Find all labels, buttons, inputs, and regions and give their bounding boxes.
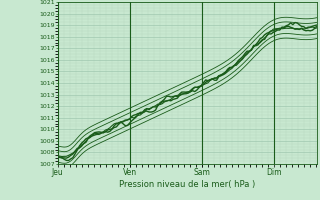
X-axis label: Pression niveau de la mer( hPa ): Pression niveau de la mer( hPa ) bbox=[119, 180, 255, 189]
